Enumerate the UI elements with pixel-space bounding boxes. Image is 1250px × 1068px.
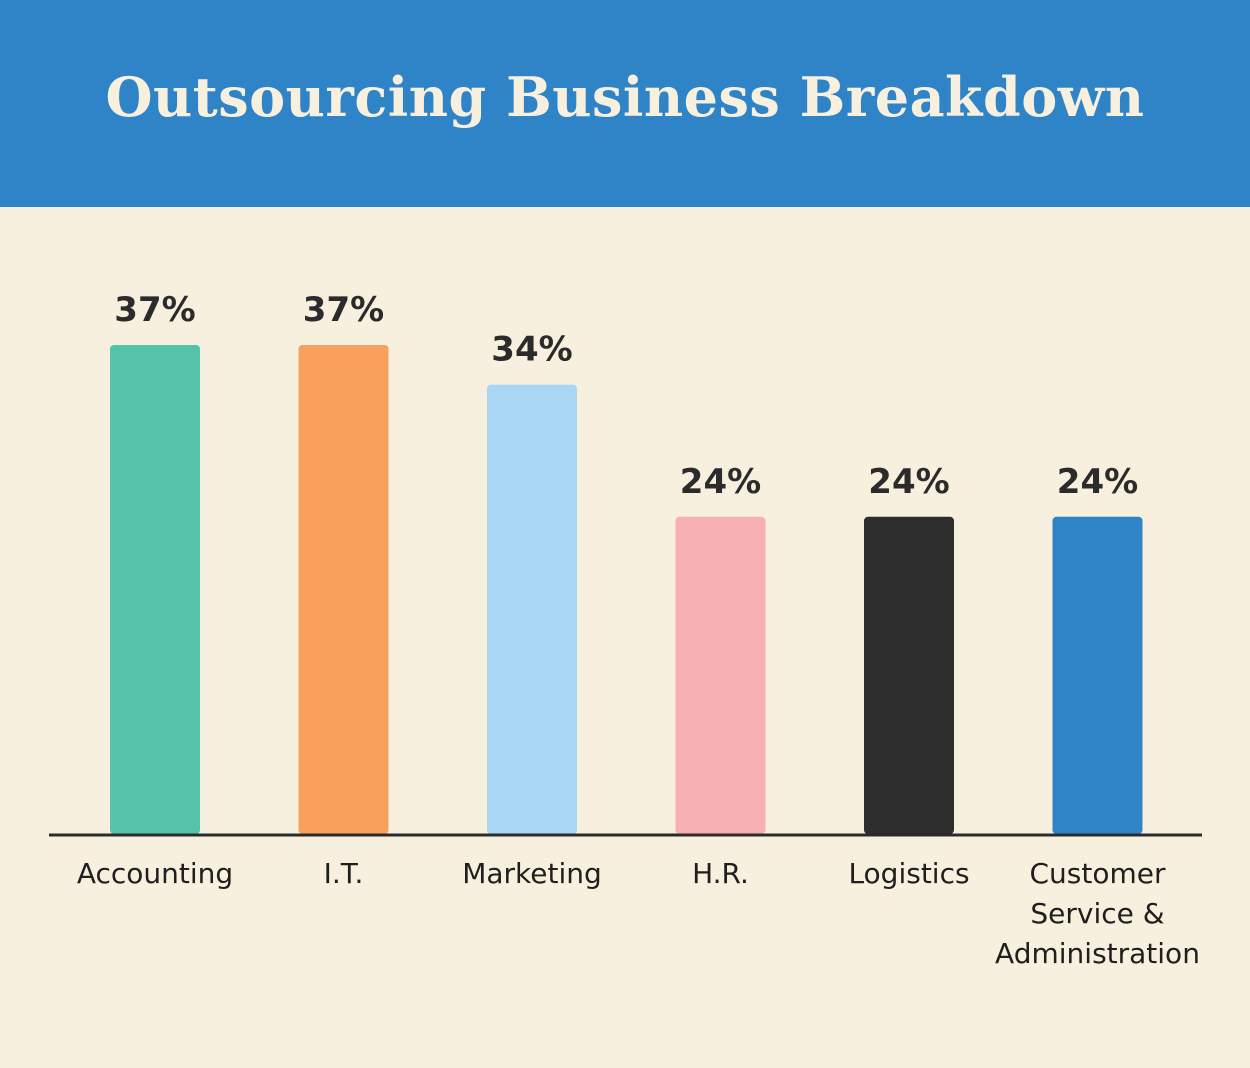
chart-header: Outsourcing Business Breakdown <box>0 0 1250 207</box>
value-label-i-t: 37% <box>303 290 384 330</box>
value-label-accounting: 37% <box>114 290 195 330</box>
value-label-customer-service-administration: 24% <box>1057 462 1138 502</box>
bar-logistics <box>864 516 954 834</box>
value-label-marketing: 34% <box>491 330 572 370</box>
bar-accounting <box>110 345 200 834</box>
bar-chart: 37% 37% 34% 24% 24% 24% Accounting I.T. Marketi… <box>0 207 1250 1068</box>
bar-h-r <box>675 516 766 834</box>
bar-marketing <box>487 384 577 834</box>
bar-chart-svg: 37% 37% 34% 24% 24% 24% <box>49 290 1202 837</box>
bar-customer-service-administration <box>1052 516 1143 834</box>
value-label-h-r: 24% <box>680 462 761 502</box>
value-label-logistics: 24% <box>868 462 949 502</box>
bar-i-t <box>298 345 389 834</box>
chart-title: Outsourcing Business Breakdown <box>105 64 1145 129</box>
